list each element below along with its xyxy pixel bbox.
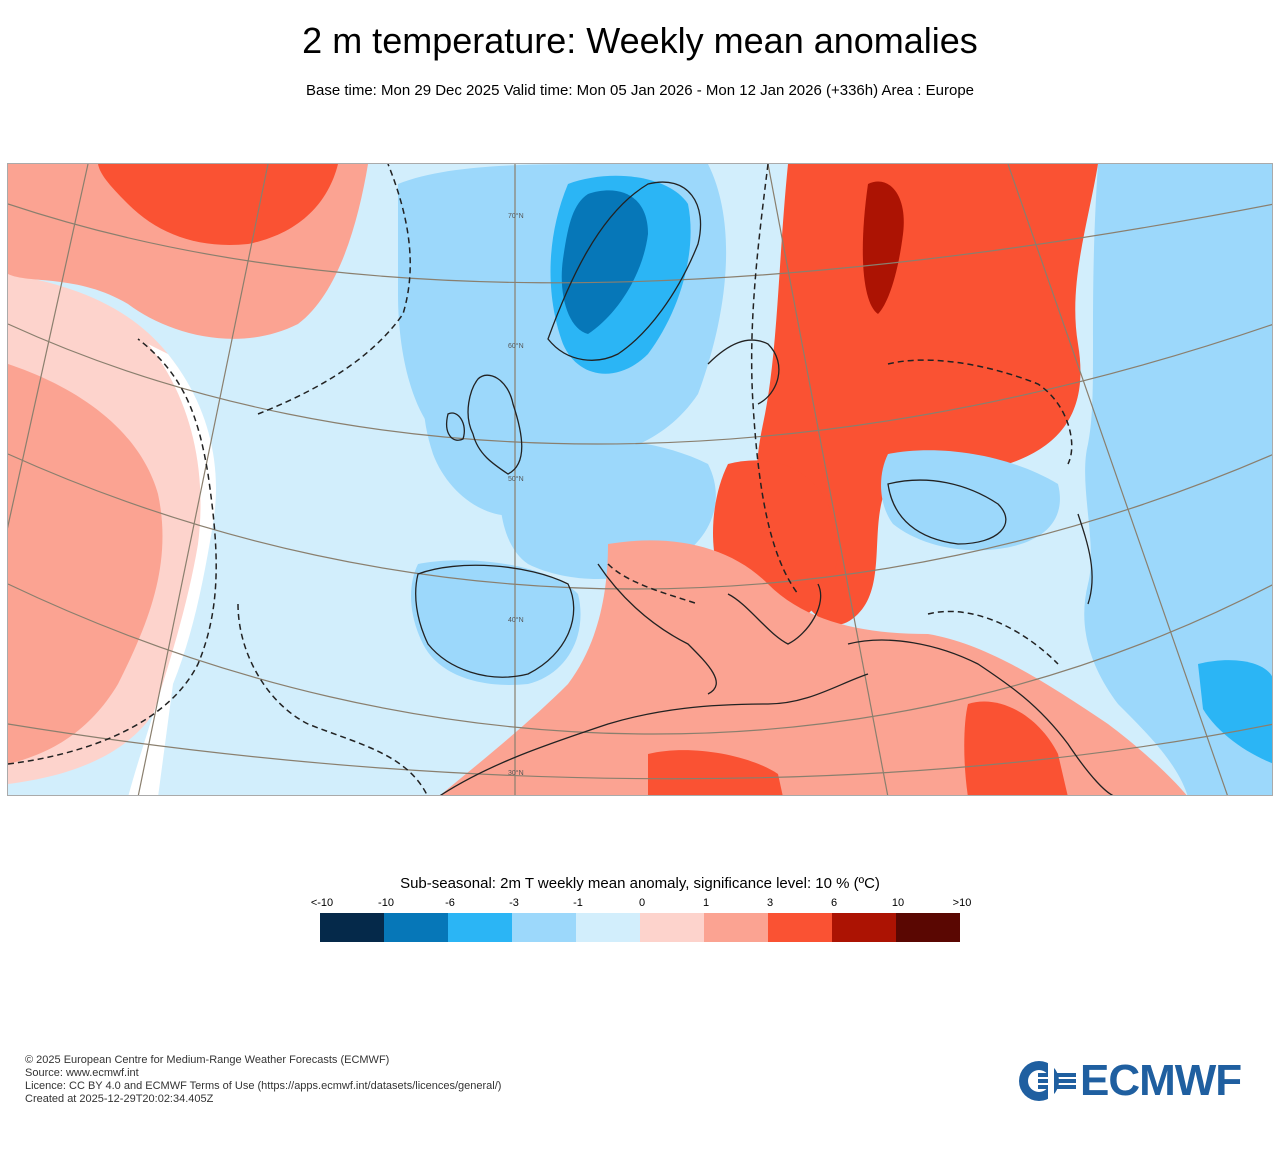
region-russia-hot (862, 181, 904, 314)
legend-tick: <-10 (310, 897, 334, 909)
legend-swatch (512, 913, 576, 942)
region-atlantic-warm-core (8, 364, 163, 764)
legend-ticks: <-10 -10 -6 -3 -1 0 1 3 6 10 >10 (300, 897, 980, 911)
legend-tick: 1 (702, 897, 710, 909)
significance-contours (8, 164, 1073, 795)
legend-tick: -1 (573, 897, 583, 909)
ecmwf-logo-text: ECMWF (1080, 1056, 1242, 1105)
graticule (8, 164, 1272, 795)
legend-swatch (896, 913, 960, 942)
legend-tick: 6 (830, 897, 838, 909)
label-30n: 30°N (508, 769, 524, 777)
footer-licence: Licence: CC BY 4.0 and ECMWF Terms of Us… (25, 1080, 502, 1092)
region-greenland-hot (98, 164, 338, 245)
region-asia-cold (1198, 660, 1272, 764)
legend-tick: 3 (766, 897, 774, 909)
legend-tick: >10 (952, 897, 972, 909)
region-arabia-hot (964, 701, 1068, 795)
ecmwf-logo[interactable]: ECMWF (1018, 1056, 1258, 1105)
legend-colorbar (320, 913, 960, 942)
region-scandinavia-very-cold (561, 190, 648, 334)
region-iberia-cool (411, 560, 581, 685)
map-canvas: 70°N 60°N 50°N 40°N 30°N (8, 164, 1272, 795)
legend-swatch (640, 913, 704, 942)
legend-swatch (448, 913, 512, 942)
legend-title: Sub-seasonal: 2m T weekly mean anomaly, … (400, 875, 880, 892)
page-subtitle: Base time: Mon 29 Dec 2025 Valid time: M… (305, 82, 975, 99)
legend-tick: 10 (891, 897, 905, 909)
label-50n: 50°N (508, 475, 524, 483)
legend-tick: -6 (445, 897, 455, 909)
label-40n: 40°N (508, 616, 524, 624)
legend-swatch (320, 913, 384, 942)
footer-created: Created at 2025-12-29T20:02:34.405Z (25, 1093, 214, 1105)
legend-swatch (832, 913, 896, 942)
region-atlantic-neutral (128, 344, 216, 795)
footer-source: Source: www.ecmwf.int (25, 1067, 139, 1079)
legend-tick: 0 (638, 897, 646, 909)
footer-copyright: © 2025 European Centre for Medium-Range … (25, 1054, 390, 1066)
legend-tick: -3 (509, 897, 519, 909)
legend-tick: -10 (378, 897, 394, 909)
region-eastern-europe-warm (756, 164, 1098, 625)
ecmwf-logo-icon (1019, 1060, 1076, 1102)
legend-swatch (768, 913, 832, 942)
anomaly-map[interactable]: 70°N 60°N 50°N 40°N 30°N (7, 163, 1273, 796)
legend-swatch (704, 913, 768, 942)
legend-swatch (576, 913, 640, 942)
coastlines (415, 181, 1114, 795)
legend-swatch (384, 913, 448, 942)
region-north-africa-hot (648, 750, 783, 795)
label-60n: 60°N (508, 342, 524, 350)
footer: © 2025 European Centre for Medium-Range … (25, 1054, 501, 1106)
region-asia-cool (1084, 164, 1272, 795)
region-black-sea-cool (881, 450, 1060, 551)
label-70n: 70°N (508, 212, 524, 220)
page-title: 2 m temperature: Weekly mean anomalies (302, 20, 978, 61)
